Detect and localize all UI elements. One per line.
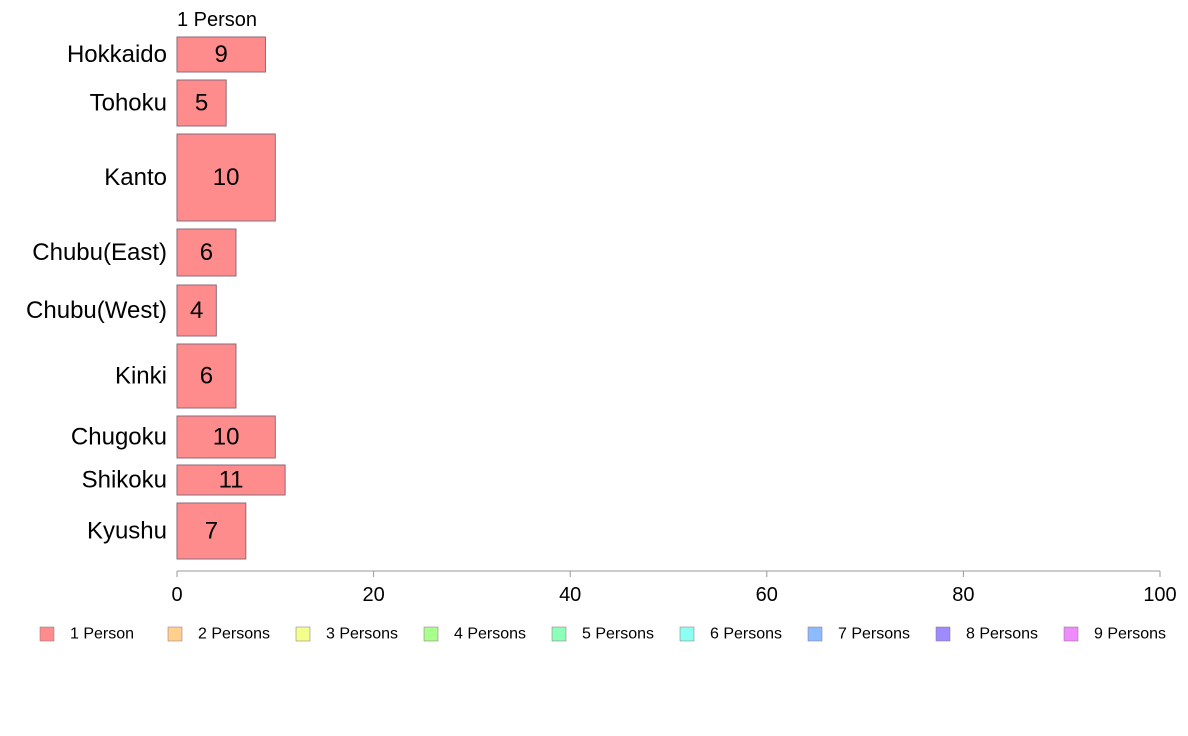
bar-value-label: 9 [215,41,228,68]
category-label: Chubu(West) [26,297,167,324]
bar-value-label: 11 [219,467,244,494]
x-tick-label: 0 [171,584,182,606]
category-label: Tohoku [90,90,167,117]
x-tick-label: 60 [756,584,778,606]
legend-swatch [807,626,823,642]
legend-label: 2 Persons [198,626,270,643]
legend-label: 5 Persons [582,626,654,643]
legend: 1 Person 2 Persons 3 Persons 4 Persons 5 Per… [39,626,1166,643]
legend-label: 7 Persons [838,626,910,643]
legend-label: 9 Persons [1094,626,1166,643]
bar-value-label: 7 [205,518,218,545]
bar-value-label: 5 [195,90,208,117]
legend-label: 6 Persons [710,626,782,643]
category-label: Chubu(East) [32,239,167,266]
legend-swatch [1063,626,1079,642]
x-tick-label: 100 [1143,584,1176,606]
column-header: 1 Person [177,9,257,31]
bar-segment [176,228,237,277]
x-axis: 0 20 40 60 80 100 [171,570,1177,606]
bar-value-label: 10 [213,424,240,451]
legend-swatch [423,626,439,642]
bar-segment [176,36,266,73]
legend-label: 8 Persons [966,626,1038,643]
category-label: Hokkaido [67,41,167,68]
x-tick-label: 80 [952,584,974,606]
legend-label: 4 Persons [454,626,526,643]
category-label: Chugoku [71,424,167,451]
bar-segment [176,343,237,409]
bars-group: Hokkaido 9 Tohoku 5 Kanto 10 Chubu(East) 6 Chubu… [26,36,286,560]
legend-label: 3 Persons [326,626,398,643]
bar-segment [176,284,217,337]
legend-swatch [295,626,311,642]
legend-swatch [551,626,567,642]
legend-swatch [935,626,951,642]
bar-value-label: 10 [213,164,240,191]
bar-segment [176,464,286,496]
x-tick-label: 20 [362,584,384,606]
bar-value-label: 6 [200,239,213,266]
category-label: Kanto [104,164,167,191]
bar-segment [176,133,276,222]
bar-value-label: 6 [200,363,213,390]
x-tick-label: 40 [559,584,581,606]
bar-segment [176,79,227,127]
category-label: Kyushu [87,518,167,545]
legend-swatch [167,626,183,642]
legend-swatch [39,626,55,642]
category-label: Kinki [115,363,167,390]
bar-segment [176,415,276,459]
bar-segment [176,502,247,560]
bar-value-label: 4 [190,297,203,324]
category-label: Shikoku [82,467,167,494]
legend-swatch [679,626,695,642]
legend-label: 1 Person [70,626,134,643]
